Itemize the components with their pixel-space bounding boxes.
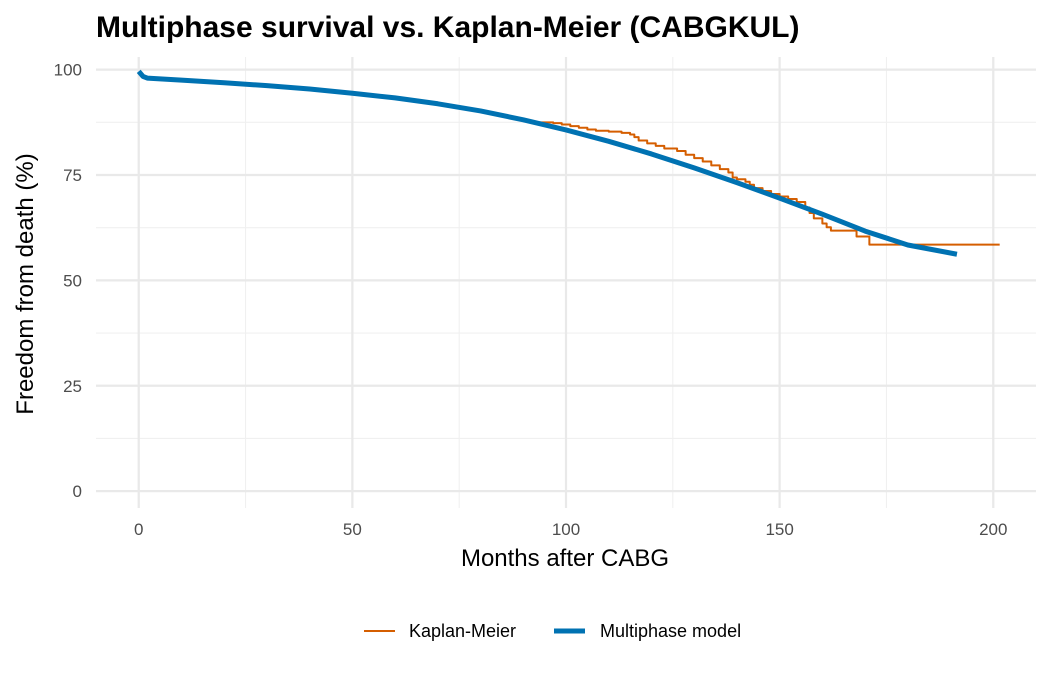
y-axis-ticks: 0 25 50 75 100 xyxy=(54,61,82,501)
x-axis-title: Months after CABG xyxy=(461,545,669,572)
chart-title: Multiphase survival vs. Kaplan-Meier (CA… xyxy=(96,11,799,44)
y-tick-label: 25 xyxy=(63,377,82,396)
x-axis-ticks: 0 50 100 150 200 xyxy=(134,520,1007,539)
legend-label-multiphase-model: Multiphase model xyxy=(600,621,741,641)
legend-item-kaplan-meier: Kaplan-Meier xyxy=(364,621,516,641)
series-layer xyxy=(136,69,1000,257)
y-tick-label: 100 xyxy=(54,61,82,80)
x-tick-label: 150 xyxy=(765,520,793,539)
series-line-multiphase-model xyxy=(136,69,958,257)
x-tick-label: 50 xyxy=(343,520,362,539)
legend-item-multiphase-model: Multiphase model xyxy=(554,621,741,641)
x-tick-label: 0 xyxy=(134,520,143,539)
y-tick-label: 75 xyxy=(63,166,82,185)
legend: Kaplan-Meier Multiphase model xyxy=(364,621,741,641)
x-tick-label: 100 xyxy=(552,520,580,539)
y-axis-title: Freedom from death (%) xyxy=(12,153,39,414)
x-tick-label: 200 xyxy=(979,520,1007,539)
y-tick-label: 0 xyxy=(73,482,82,501)
y-tick-label: 50 xyxy=(63,271,82,290)
legend-label-kaplan-meier: Kaplan-Meier xyxy=(409,621,516,641)
